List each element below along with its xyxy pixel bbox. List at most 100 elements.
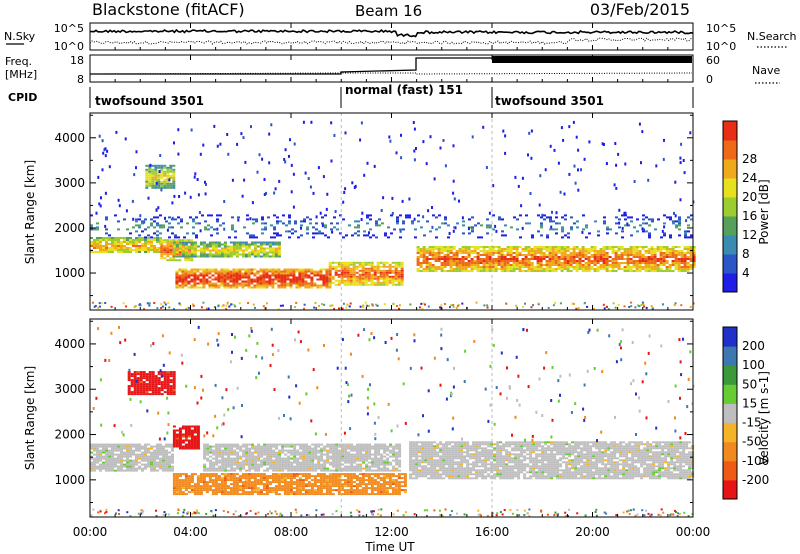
data-cell [350, 467, 354, 470]
data-cell [238, 243, 242, 246]
data-cell [253, 272, 257, 275]
data-cell [245, 463, 249, 466]
ground-point [191, 303, 194, 306]
data-cell [335, 459, 339, 462]
data-cell [166, 176, 170, 179]
data-cell [96, 465, 99, 468]
data-cell [193, 493, 197, 496]
data-cell [644, 266, 648, 268]
scatter-point [157, 206, 160, 210]
data-cell [138, 249, 141, 251]
data-cell [425, 258, 429, 260]
data-cell [271, 241, 275, 244]
data-cell [232, 489, 236, 492]
data-cell [281, 459, 285, 462]
data-cell [340, 261, 344, 264]
data-cell [498, 218, 501, 221]
data-cell [355, 283, 359, 286]
scatter-point [574, 181, 577, 185]
data-cell [208, 268, 212, 271]
data-cell [355, 489, 359, 492]
ground-point [266, 302, 268, 305]
data-cell [313, 483, 317, 486]
data-cell [247, 475, 251, 478]
data-cell [480, 224, 483, 227]
data-cell [605, 266, 609, 268]
data-cell [316, 286, 320, 289]
data-cell [280, 276, 284, 279]
data-cell [193, 491, 197, 494]
data-cell [376, 493, 380, 496]
data-cell [629, 270, 633, 272]
data-cell [212, 457, 216, 460]
data-cell [184, 479, 188, 482]
scatter-point [216, 144, 219, 148]
data-cell [229, 245, 233, 248]
data-cell [674, 258, 678, 260]
data-cell [326, 451, 330, 454]
data-cell [539, 250, 543, 252]
data-cell [653, 258, 657, 260]
data-cell [193, 483, 197, 486]
data-cell [567, 236, 570, 239]
data-cell [93, 443, 96, 446]
data-cell [283, 286, 287, 289]
scatter-point [104, 224, 107, 228]
data-cell [169, 257, 173, 260]
data-cell [494, 258, 498, 260]
data-cell [209, 467, 213, 470]
data-cell [251, 465, 255, 468]
data-cell [322, 475, 326, 478]
data-cell [554, 262, 558, 264]
data-cell [111, 241, 114, 243]
data-cell [329, 445, 333, 448]
data-cell [262, 282, 266, 285]
data-cell [322, 284, 326, 287]
data-cell [263, 445, 267, 448]
ground-point [200, 306, 203, 309]
ground-point [634, 306, 637, 309]
data-cell [337, 283, 341, 286]
data-cell [202, 280, 206, 283]
data-cell [280, 477, 284, 480]
data-cell [114, 249, 117, 251]
data-cell [309, 222, 312, 225]
scatter-point [118, 204, 121, 208]
data-cell [671, 248, 675, 250]
data-cell [578, 264, 582, 266]
data-cell [414, 228, 417, 231]
data-cell [263, 459, 267, 462]
data-cell [259, 282, 263, 285]
data-cell [259, 255, 263, 258]
data-cell [449, 246, 453, 248]
data-cell [295, 483, 299, 486]
data-cell [419, 270, 423, 272]
data-cell [494, 268, 498, 270]
data-cell [123, 465, 126, 468]
data-cell [316, 473, 320, 476]
data-cell [93, 449, 96, 452]
data-cell [361, 493, 365, 496]
data-cell [90, 214, 93, 217]
data-cell [135, 230, 138, 233]
data-cell [367, 473, 371, 476]
ground-point [146, 302, 149, 305]
nave-tick-top: 60 [706, 54, 720, 67]
data-cell [593, 262, 597, 264]
data-cell [169, 170, 173, 173]
data-cell [297, 236, 300, 239]
data-cell [288, 214, 291, 217]
data-cell [123, 218, 126, 221]
data-cell [378, 224, 381, 227]
data-cell [539, 254, 543, 256]
data-cell [166, 182, 170, 185]
data-cell [147, 251, 150, 253]
data-cell [624, 214, 627, 217]
data-cell [181, 282, 185, 285]
scatter-point [98, 202, 101, 206]
data-cell [560, 262, 564, 264]
data-cell [259, 278, 263, 281]
data-cell [120, 443, 123, 446]
data-cell [227, 469, 231, 472]
data-cell [509, 270, 513, 272]
